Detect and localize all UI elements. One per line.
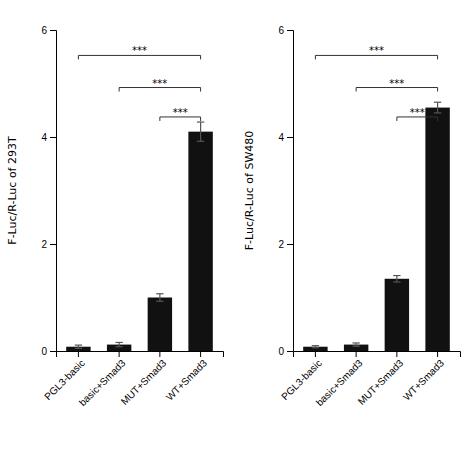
- annotation: ***: [132, 45, 147, 56]
- tick-label: 6: [41, 25, 47, 36]
- tick: PGL3-basic: [279, 351, 324, 402]
- tick-mark: [287, 351, 293, 352]
- tick-label: 2: [41, 239, 47, 250]
- error-cap: [197, 121, 204, 122]
- axis-line: [287, 31, 294, 352]
- bar: [303, 347, 327, 351]
- axis-line: [50, 31, 57, 352]
- annotation: ***: [173, 107, 188, 118]
- tick-mark: [356, 351, 357, 357]
- annotation: ***: [389, 78, 404, 89]
- bar: [148, 298, 172, 352]
- bar: [188, 132, 212, 351]
- tick-mark: [50, 351, 56, 352]
- error-cap: [312, 345, 319, 346]
- tick-label: MUT+Smad3: [356, 357, 406, 407]
- tick: 0: [41, 346, 56, 357]
- tick-mark: [287, 137, 293, 138]
- error-cap: [312, 347, 319, 348]
- error-cap: [156, 293, 163, 294]
- tick-label: 6: [278, 25, 284, 36]
- y-axis: 0 2 4 6: [278, 25, 293, 357]
- error-bar: [115, 342, 122, 346]
- error-bar: [393, 276, 400, 282]
- tick-mark: [119, 351, 120, 357]
- error-line: [200, 122, 201, 141]
- tick-mark: [396, 351, 397, 357]
- error-cap: [75, 345, 82, 346]
- error-cap: [393, 281, 400, 282]
- axis-line: [294, 352, 461, 358]
- x-axis: PGL3-basicbasic+Smad3MUT+Smad3WT+Smad3: [279, 351, 460, 408]
- error-cap: [393, 275, 400, 276]
- tick-mark: [315, 351, 316, 357]
- error-cap: [352, 346, 359, 347]
- tick: 4: [278, 132, 293, 143]
- chart: 0 2 4 6 PGL3-basicbasic+Smad3MUT+Smad3WT+Sma…: [6, 25, 224, 408]
- error-cap: [434, 112, 441, 113]
- tick: 6: [278, 25, 293, 36]
- annotation: ***: [152, 78, 167, 89]
- plot-area: [66, 55, 213, 351]
- error-cap: [115, 346, 122, 347]
- tick-mark: [287, 244, 293, 245]
- tick: 2: [278, 239, 293, 250]
- error-cap: [434, 102, 441, 103]
- error-cap: [156, 301, 163, 302]
- error-cap: [352, 342, 359, 343]
- error-line: [119, 342, 120, 346]
- tick: 2: [41, 239, 56, 250]
- error-bar: [312, 346, 319, 348]
- error-cap: [115, 342, 122, 343]
- tick: 4: [41, 132, 56, 143]
- annotation: ***: [369, 45, 384, 56]
- error-line: [396, 276, 397, 282]
- figure: 0 2 4 6 PGL3-basicbasic+Smad3MUT+Smad3WT+Sma…: [0, 0, 474, 461]
- bar: [425, 108, 449, 351]
- tick: MUT+Smad3: [119, 351, 169, 407]
- tick-label: PGL3-basic: [279, 357, 324, 402]
- tick: 6: [41, 25, 56, 36]
- axis-line: [57, 352, 224, 358]
- tick: 0: [278, 346, 293, 357]
- tick-label: 2: [278, 239, 284, 250]
- error-cap: [197, 141, 204, 142]
- annotation: ***: [410, 107, 425, 118]
- tick: MUT+Smad3: [356, 351, 406, 407]
- error-bar: [352, 343, 359, 346]
- error-bar: [197, 122, 204, 141]
- tick-mark: [50, 137, 56, 138]
- axis-title: F-Luc/R-Luc of 293T: [6, 136, 19, 245]
- tick-mark: [437, 351, 438, 357]
- tick-mark: [50, 30, 56, 31]
- tick-mark: [50, 244, 56, 245]
- tick: WT+Smad3: [401, 351, 447, 403]
- tick: WT+Smad3: [164, 351, 210, 403]
- axis-title: F-Luc/R-Luc of SW480: [243, 131, 256, 251]
- tick-label: WT+Smad3: [164, 357, 210, 403]
- tick-mark: [200, 351, 201, 357]
- tick-label: WT+Smad3: [401, 357, 447, 403]
- error-line: [437, 102, 438, 113]
- tick-label: 4: [41, 132, 47, 143]
- bar: [385, 279, 409, 351]
- error-cap: [75, 348, 82, 349]
- tick-mark: [287, 30, 293, 31]
- tick-label: MUT+Smad3: [119, 357, 169, 407]
- tick-label: 0: [41, 346, 47, 357]
- tick-mark: [159, 351, 160, 357]
- error-bar: [75, 345, 82, 348]
- x-axis: PGL3-basicbasic+Smad3MUT+Smad3WT+Smad3: [42, 351, 223, 408]
- error-bar: [434, 102, 441, 113]
- error-bar: [156, 294, 163, 301]
- y-axis: 0 2 4 6: [41, 25, 56, 357]
- tick-label: 4: [278, 132, 284, 143]
- chart: 0 2 4 6 PGL3-basicbasic+Smad3MUT+Smad3WT+Sma…: [243, 25, 461, 408]
- error-line: [159, 294, 160, 301]
- tick-label: 0: [278, 346, 284, 357]
- tick: PGL3-basic: [42, 351, 87, 402]
- tick-label: PGL3-basic: [42, 357, 87, 402]
- plot-area: [303, 55, 450, 351]
- tick-mark: [78, 351, 79, 357]
